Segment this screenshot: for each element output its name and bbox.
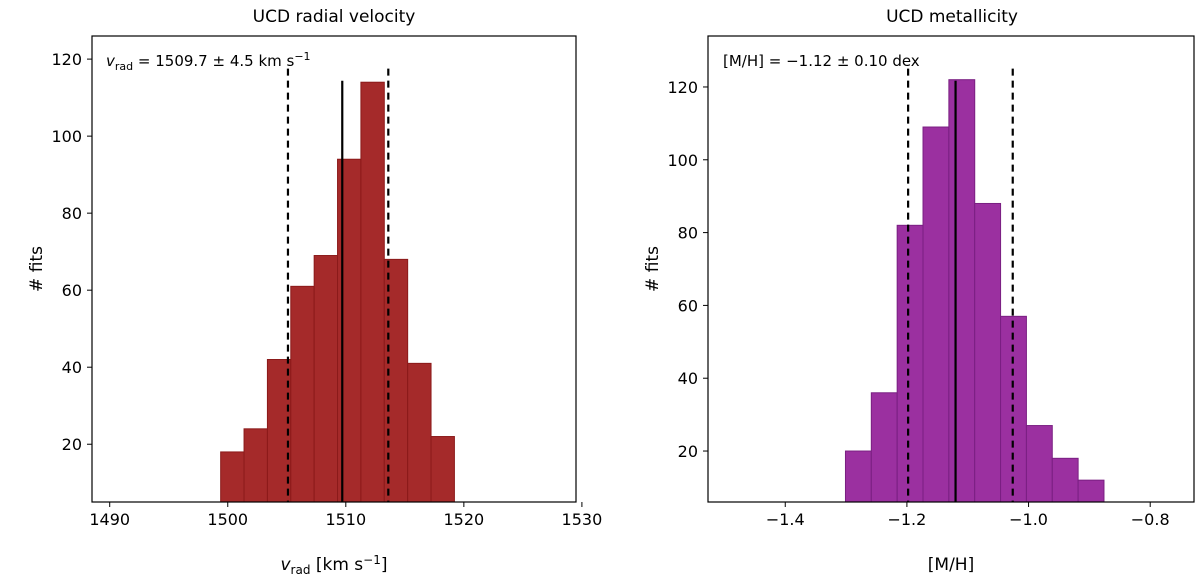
panel-radial-velocity: UCD radial velocity 1490 1500 1510 1520 1530…: [27, 7, 602, 577]
histogram-bar: [337, 158, 362, 503]
histogram-bar: [922, 126, 950, 503]
histogram-bar: [896, 224, 924, 503]
x-tick-label: −1.2: [887, 510, 926, 529]
y-tick-label: 40: [678, 369, 698, 388]
y-tick-label: 40: [62, 358, 82, 377]
x-tick-label: 1490: [89, 510, 130, 529]
histogram-bars: [220, 81, 455, 503]
plot-frame: [707, 35, 1195, 503]
y-axis-label: # fits: [643, 246, 663, 292]
y-tick-label: 20: [62, 435, 82, 454]
y-tick-label: 80: [62, 204, 82, 223]
x-axis-label: [M/H]: [928, 555, 974, 575]
x-tick-label: −0.8: [1131, 510, 1170, 529]
histogram-bar: [844, 450, 872, 503]
x-axis-ticks: −1.4 −1.2 −1.0 −0.8: [766, 502, 1170, 529]
histogram-bar: [407, 362, 432, 503]
panel-metallicity: UCD metallicity −1.4 −1.2 −1.0 −0.8 20 40 60 8…: [643, 7, 1195, 575]
histogram-bar: [290, 285, 315, 503]
x-tick-label: −1.4: [766, 510, 805, 529]
y-tick-label: 100: [667, 151, 698, 170]
x-axis-label: vrad [km s−1]: [280, 553, 387, 577]
x-tick-label: 1500: [207, 510, 248, 529]
y-axis-ticks: 20 40 60 80 100 120: [51, 50, 92, 454]
metallicity-annotation: [M/H] = −1.12 ± 0.10 dex: [723, 52, 920, 70]
histogram-bar: [220, 451, 245, 503]
histogram-bar: [1025, 425, 1053, 503]
y-tick-label: 100: [51, 127, 82, 146]
histogram-bar: [948, 79, 976, 503]
x-tick-label: −1.0: [1009, 510, 1048, 529]
chart-title: UCD metallicity: [886, 7, 1018, 27]
statistic-lines: [907, 68, 1014, 502]
histogram-bar: [974, 202, 1002, 503]
histogram-bar: [360, 81, 385, 503]
y-tick-label: 20: [678, 442, 698, 461]
plot-frame: [91, 35, 577, 503]
x-tick-label: 1530: [562, 510, 603, 529]
histogram-bar: [1051, 457, 1079, 503]
histogram-bar: [1077, 479, 1105, 503]
statistic-lines: [286, 68, 390, 502]
histogram-bars: [844, 79, 1105, 503]
y-tick-label: 80: [678, 224, 698, 243]
histogram-bar: [313, 255, 339, 503]
y-tick-label: 60: [678, 296, 698, 315]
x-tick-label: 1520: [443, 510, 484, 529]
chart-title: UCD radial velocity: [253, 7, 416, 27]
x-tick-label: 1510: [325, 510, 366, 529]
y-tick-label: 120: [51, 50, 82, 69]
histogram-bar: [430, 436, 455, 503]
y-axis-label: # fits: [27, 246, 47, 292]
velocity-annotation: vrad = 1509.7 ± 4.5 km s−1: [106, 50, 311, 73]
histogram-bar: [870, 392, 898, 503]
histogram-bar: [243, 428, 268, 503]
x-axis-ticks: 1490 1500 1510 1520 1530: [89, 502, 602, 529]
y-axis-ticks: 20 40 60 80 100 120: [667, 78, 708, 461]
y-tick-label: 60: [62, 281, 82, 300]
y-tick-label: 120: [667, 78, 698, 97]
